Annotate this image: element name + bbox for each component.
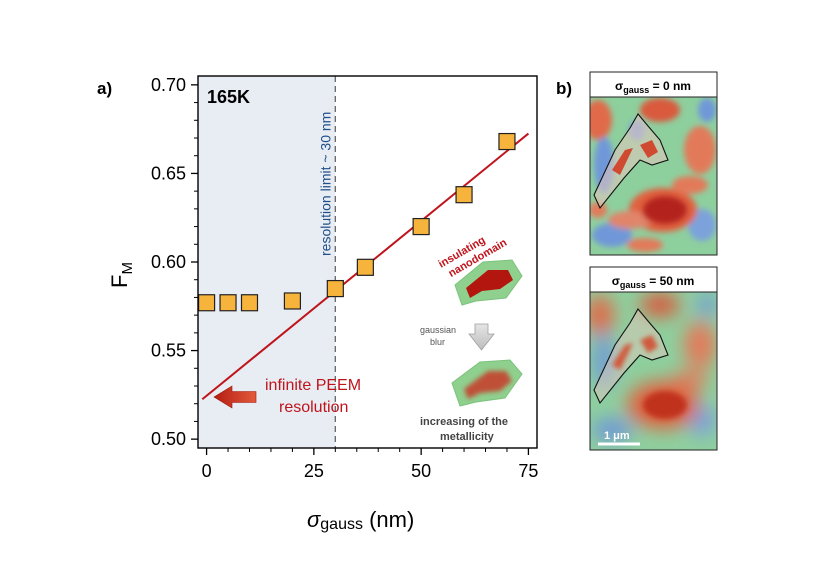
x-axis-label-symbol: σ — [307, 507, 321, 532]
x-tick-label: 75 — [518, 461, 538, 481]
map-bottom-title: σgauss = 50 nm — [612, 274, 695, 290]
data-point — [283, 292, 302, 310]
infinite-peem-text-line2: resolution — [279, 399, 348, 416]
y-tick-label: 0.55 — [151, 341, 186, 361]
metallicity-text-line1: increasing of the — [420, 416, 508, 428]
y-axis-label: FM — [107, 262, 136, 288]
x-axis-ticks: 0 25 50 75 — [202, 448, 538, 481]
scale-bar-label: 1 μm — [604, 430, 630, 442]
data-point — [498, 132, 516, 151]
map-top-image — [590, 97, 717, 255]
panel-a-label: a) — [97, 79, 112, 98]
temperature-label: 165K — [207, 87, 250, 107]
y-axis-label-subscript: M — [119, 262, 136, 275]
nanodomain-icon-blurred — [451, 359, 523, 407]
y-axis-ticks: 0.50 0.55 0.60 0.65 0.70 — [151, 75, 198, 449]
map-bottom: σgauss = 50 nm 1 μm — [589, 266, 718, 451]
resolution-limit-label: resolution limit ~ 30 nm — [317, 112, 333, 256]
y-axis-label-main: F — [107, 275, 132, 288]
x-axis-label: σgauss (nm) — [307, 507, 414, 533]
x-tick-label: 50 — [411, 461, 431, 481]
map-top-title-subscript: gauss — [623, 85, 649, 95]
data-point — [455, 186, 473, 204]
data-point — [240, 294, 259, 312]
nanodomain-icon-sharp — [454, 259, 523, 306]
gaussian-blur-text-line1: gaussian — [420, 325, 456, 335]
resolution-shaded-region — [198, 76, 336, 448]
map-bottom-title-box — [589, 266, 718, 293]
map-bottom-title-subscript: gauss — [620, 280, 646, 290]
y-tick-label: 0.50 — [151, 429, 186, 449]
gaussian-blur-arrow-icon — [468, 323, 495, 351]
map-top-title-value: = 0 nm — [649, 79, 691, 93]
data-markers — [197, 132, 516, 312]
map-top-title-symbol: σ — [615, 79, 623, 93]
metallicity-text-line2: metallicity — [440, 431, 495, 443]
data-point — [326, 279, 344, 298]
infinite-resolution-arrow — [213, 385, 257, 409]
data-point — [356, 258, 374, 276]
data-point — [197, 294, 216, 312]
map-top: σgauss = 0 nm — [589, 71, 718, 256]
gaussian-blur-text-line2: blur — [430, 337, 445, 347]
x-axis-label-subscript: gauss — [320, 516, 363, 533]
y-tick-label: 0.60 — [151, 252, 186, 272]
map-bottom-title-symbol: σ — [612, 274, 620, 288]
y-tick-label: 0.70 — [151, 75, 186, 95]
data-point — [219, 294, 237, 312]
map-top-title: σgauss = 0 nm — [615, 79, 691, 95]
plot-area: resolution limit ~ 30 nm 0 25 50 75 0.500.5… — [151, 75, 538, 481]
x-tick-label: 25 — [304, 461, 324, 481]
infinite-peem-text-line1: infinite PEEM — [265, 377, 361, 394]
x-tick-label: 0 — [202, 461, 212, 481]
y-tick-label: 0.65 — [151, 163, 186, 183]
map-bottom-image — [590, 292, 717, 450]
x-axis-label-unit: (nm) — [363, 507, 414, 532]
data-point — [412, 217, 430, 236]
map-bottom-title-value: = 50 nm — [646, 274, 694, 288]
panel-b-label: b) — [556, 79, 572, 98]
